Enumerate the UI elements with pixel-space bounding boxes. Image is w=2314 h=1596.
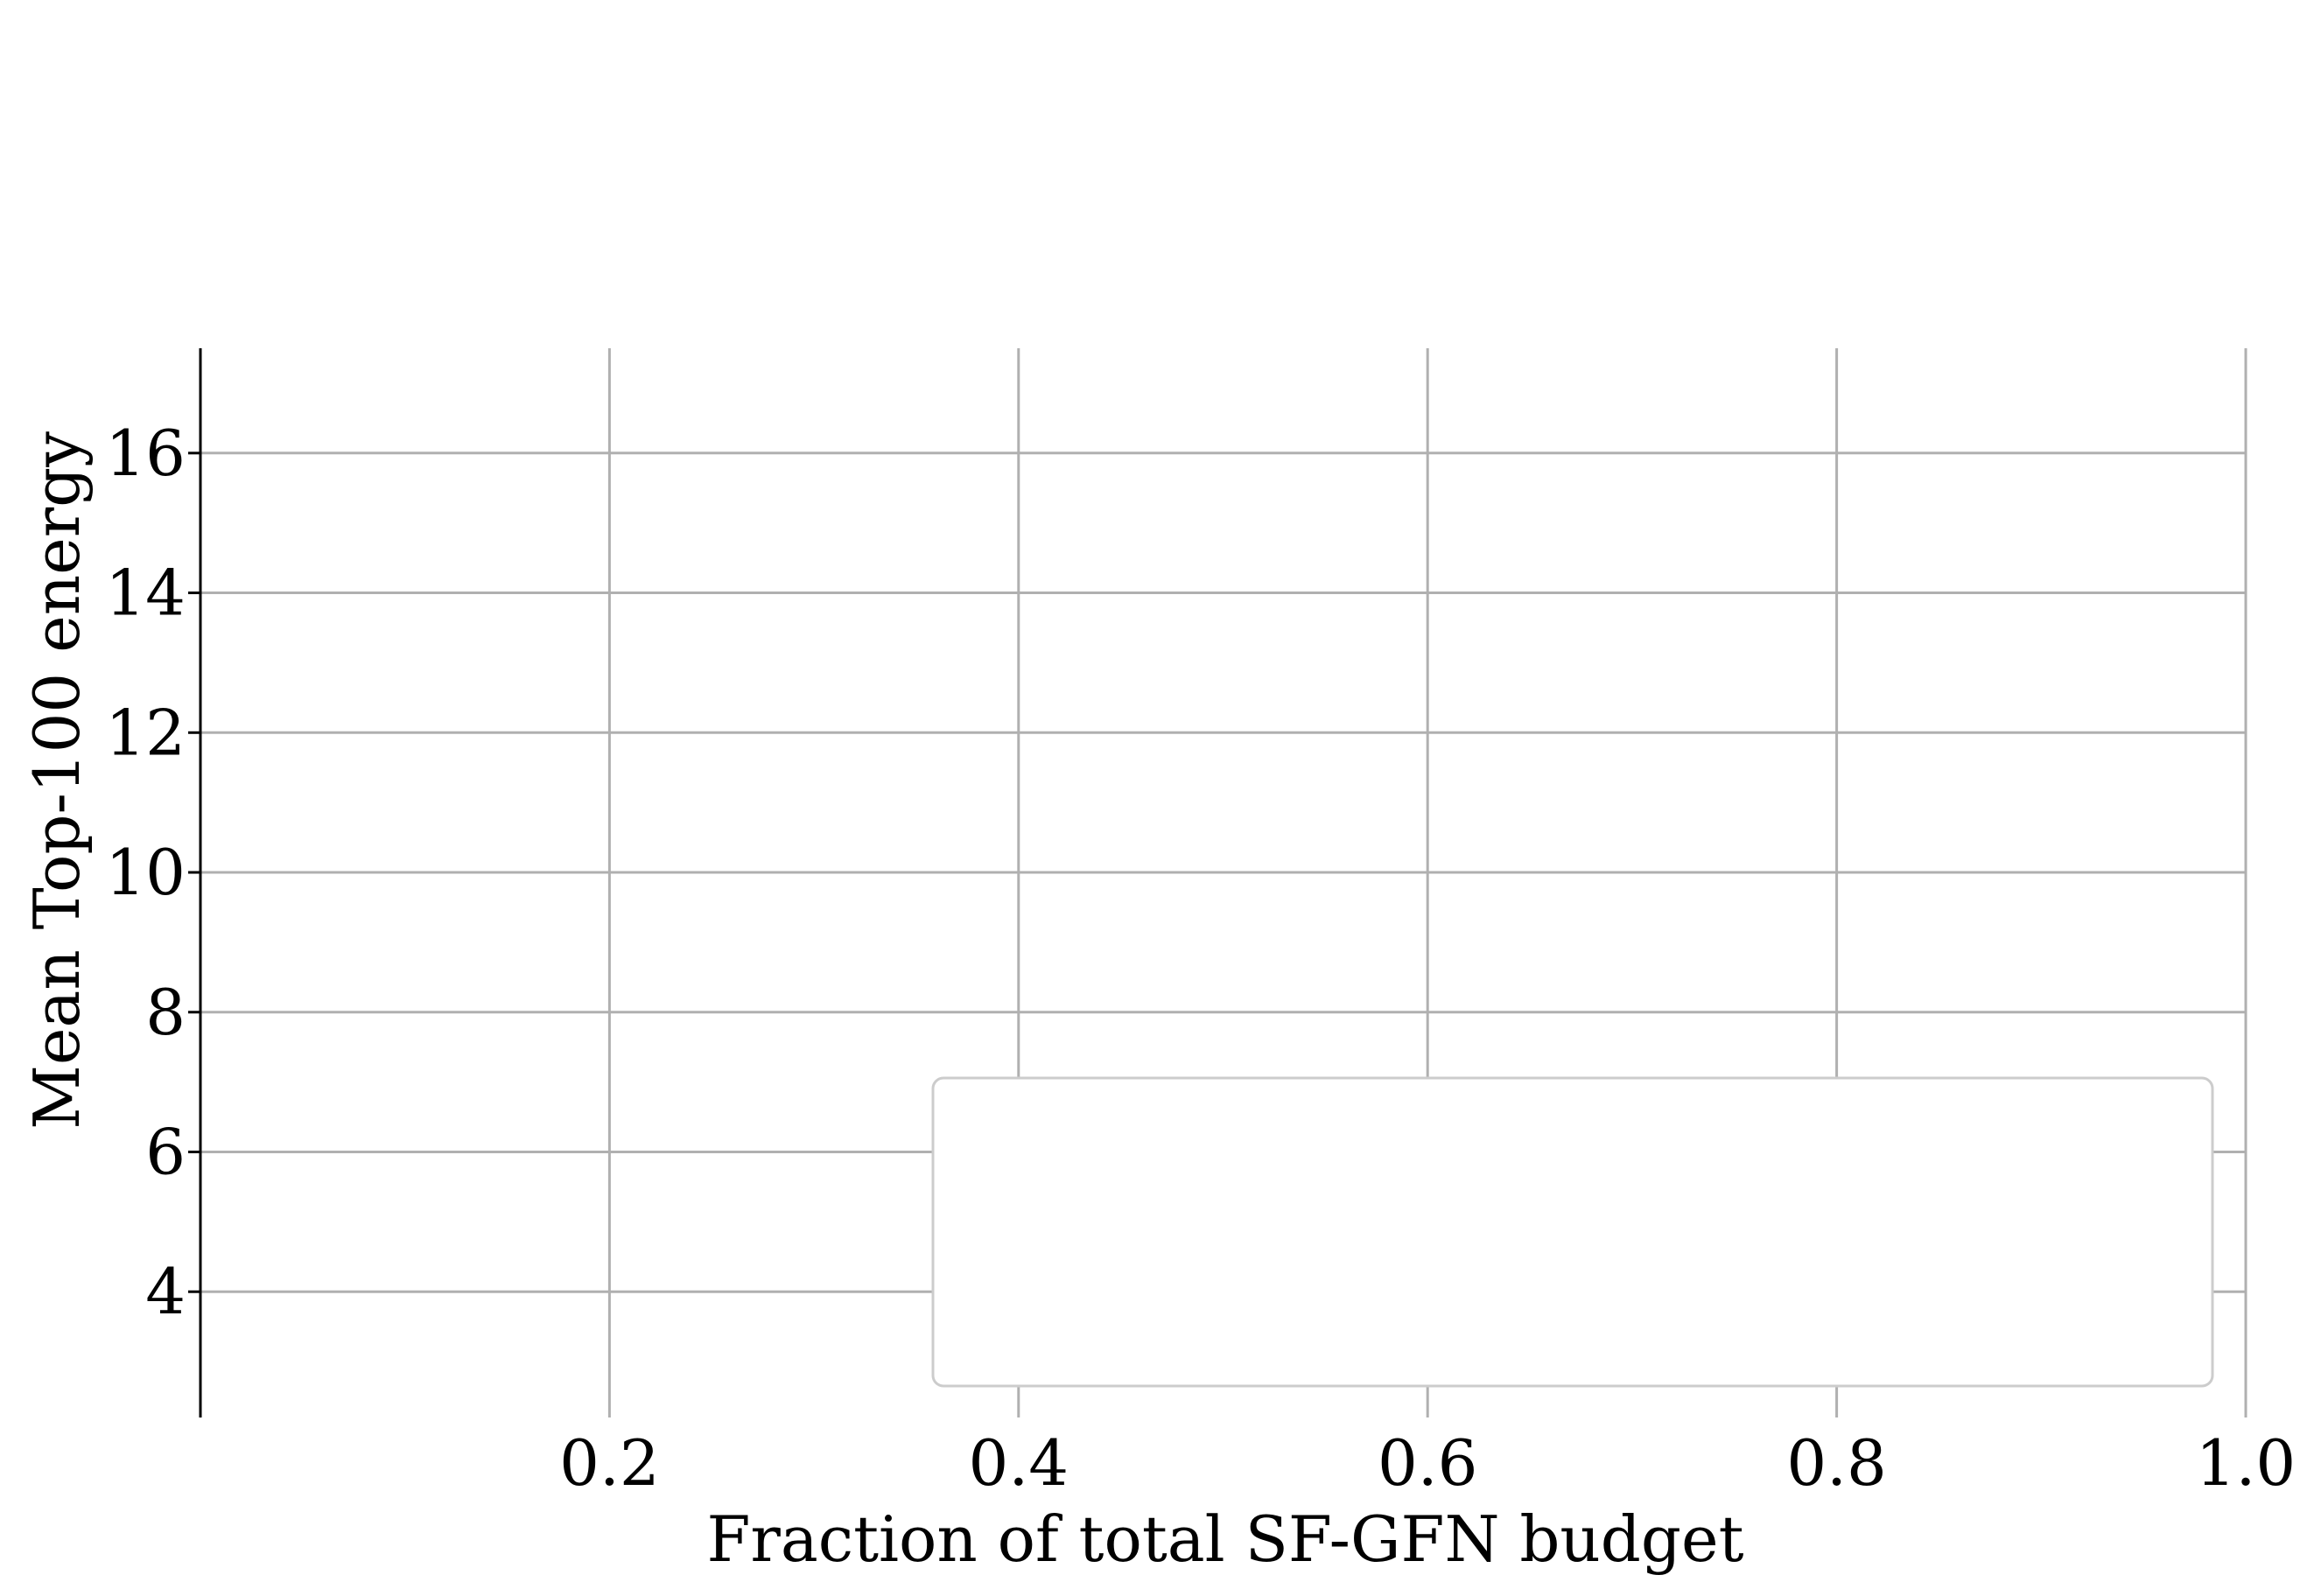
x-tick-label: 1.0 (2196, 1426, 2296, 1500)
x-tick-label: 0.2 (559, 1426, 660, 1500)
y-tick-label: 6 (145, 1115, 186, 1188)
y-tick-label: 16 (105, 416, 186, 490)
y-axis-title: Mean Top-100 energy (20, 431, 94, 1130)
x-tick-label: 0.6 (1378, 1426, 1478, 1500)
y-tick-label: 8 (145, 976, 186, 1049)
x-axis-title: Fraction of total SF-GFN budget (706, 1502, 1743, 1576)
y-tick-label: 4 (145, 1255, 186, 1328)
x-tick-label: 0.8 (1786, 1426, 1887, 1500)
y-tick-label: 12 (105, 696, 186, 769)
y-tick-label: 14 (105, 556, 186, 630)
y-axis-ticks: 4 6 8 10 12 14 16 (105, 416, 200, 1328)
y-tick-label: 10 (105, 836, 186, 909)
x-tick-label: 0.4 (969, 1426, 1069, 1500)
x-axis-ticks: 0.2 0.4 0.6 0.8 1.0 (559, 1426, 2296, 1500)
legend-box (931, 1076, 2214, 1388)
